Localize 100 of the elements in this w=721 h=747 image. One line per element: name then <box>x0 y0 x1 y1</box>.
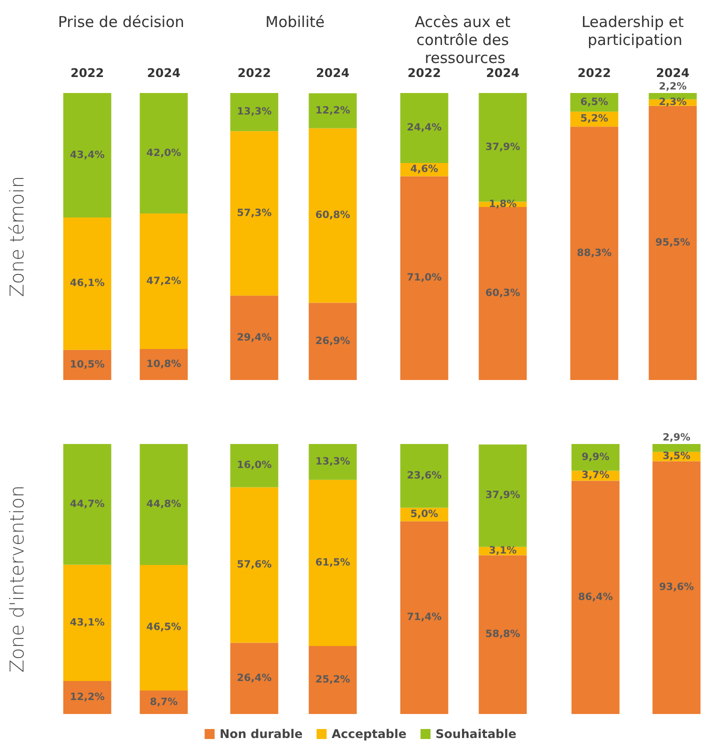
data-label: 47,2% <box>146 276 182 287</box>
data-label: 61,5% <box>315 557 350 568</box>
bar <box>652 444 700 452</box>
bar <box>140 349 188 380</box>
bar <box>400 521 448 714</box>
data-label: 2,3% <box>658 97 687 108</box>
data-label: 37,9% <box>485 142 520 153</box>
x-tick-label: 2024 <box>656 66 690 80</box>
bar <box>230 131 278 296</box>
bar <box>63 444 112 565</box>
bar <box>400 176 448 380</box>
bar <box>230 642 278 714</box>
data-label: 57,3% <box>236 208 272 219</box>
data-label: 26,4% <box>236 672 272 684</box>
legend-label: Souhaitable <box>436 727 516 741</box>
data-label: 10,8% <box>146 359 182 370</box>
data-label: 42,0% <box>146 148 182 159</box>
data-label: 57,6% <box>236 559 272 570</box>
y-axis-title: Zone d'intervention <box>6 485 28 673</box>
bar <box>478 555 527 714</box>
x-tick-label: 2024 <box>147 66 180 80</box>
x-tick-label: 2022 <box>70 66 104 80</box>
data-label: 26,9% <box>315 336 350 347</box>
bar <box>308 128 357 303</box>
data-label: 58,8% <box>485 629 520 640</box>
bar <box>140 214 188 350</box>
data-label: 44,8% <box>146 498 182 510</box>
bar <box>63 681 112 714</box>
bar <box>63 218 112 350</box>
data-label: 1,8% <box>488 198 517 210</box>
bar <box>652 461 700 714</box>
data-label: 71,0% <box>406 272 442 284</box>
data-label: 6,5% <box>580 96 608 108</box>
data-label: 23,6% <box>406 470 442 482</box>
bar <box>140 690 188 714</box>
data-label: 13,3% <box>315 456 350 468</box>
data-label: 4,6% <box>410 164 438 176</box>
data-label: 29,4% <box>236 332 272 344</box>
data-label: 10,5% <box>70 359 105 370</box>
data-label: 86,4% <box>578 592 613 603</box>
data-label: 12,2% <box>70 692 105 704</box>
bar <box>648 93 697 100</box>
data-label: 24,4% <box>406 122 442 134</box>
data-label: 3,1% <box>488 546 517 557</box>
x-tick-label: 2024 <box>316 66 350 80</box>
data-label: 5,2% <box>580 114 608 125</box>
data-label: 16,0% <box>236 460 272 472</box>
x-tick-label: 2022 <box>238 66 271 80</box>
bar <box>648 106 697 380</box>
data-label: 43,4% <box>70 150 105 161</box>
bar <box>572 444 620 471</box>
data-label: 60,3% <box>485 288 520 299</box>
bar <box>140 93 188 214</box>
bar <box>570 126 618 380</box>
legend-label: Non durable <box>220 727 303 741</box>
bar <box>400 93 448 164</box>
bar <box>63 564 112 682</box>
bar <box>63 93 112 218</box>
bar <box>308 646 357 714</box>
data-label: 46,5% <box>146 622 182 634</box>
data-label: 46,1% <box>70 278 105 290</box>
bar <box>308 444 357 480</box>
data-label: 88,3% <box>576 248 612 259</box>
bar <box>572 480 620 714</box>
data-label: 60,8% <box>315 210 350 222</box>
bar <box>140 564 188 691</box>
data-label: 3,5% <box>662 451 690 462</box>
bar <box>230 444 278 488</box>
x-tick-label: 2024 <box>486 66 520 80</box>
data-label: 25,2% <box>315 674 350 686</box>
x-tick-label: 2022 <box>408 66 441 80</box>
data-label: 43,1% <box>70 617 105 628</box>
bar <box>400 444 448 508</box>
chart-title: Accès aux et contrôle des ressources <box>414 13 516 67</box>
bar <box>308 480 357 646</box>
bar <box>230 487 278 643</box>
bar <box>308 93 357 128</box>
data-label: 2,9% <box>662 432 690 444</box>
data-label: 93,6% <box>659 582 694 594</box>
y-axis-title: Zone témoin <box>6 176 28 298</box>
data-label: 44,7% <box>70 498 105 510</box>
data-label: 71,4% <box>406 612 442 624</box>
data-label: 3,7% <box>582 470 610 482</box>
data-label: 8,7% <box>150 696 178 708</box>
data-label: 37,9% <box>485 490 520 502</box>
chart-title: Leadership et participation <box>581 13 689 49</box>
bar <box>230 93 278 132</box>
bar <box>478 444 527 547</box>
bar <box>140 444 188 565</box>
data-label: 12,2% <box>315 105 350 116</box>
data-label: 2,2% <box>658 82 687 92</box>
bar <box>308 302 357 380</box>
chart-title: Mobilité <box>265 13 325 31</box>
bar <box>478 206 527 380</box>
legend-label: Acceptable <box>332 727 407 741</box>
data-label: 13,3% <box>236 106 272 118</box>
data-label: 9,9% <box>582 452 610 463</box>
chart-title: Prise de décision <box>58 13 184 31</box>
data-label: 95,5% <box>655 237 690 248</box>
x-tick-label: 2022 <box>578 66 611 80</box>
